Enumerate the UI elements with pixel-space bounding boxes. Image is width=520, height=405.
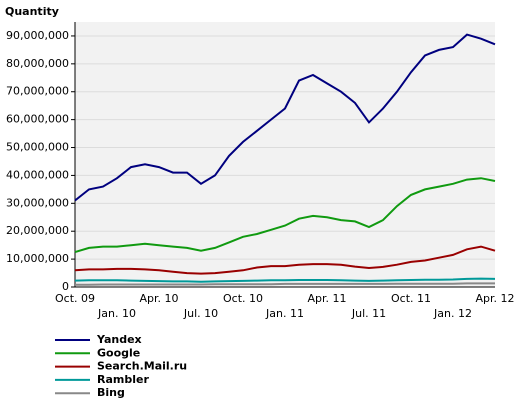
series-line xyxy=(74,33,496,202)
y-tick-label: 70,000,000 xyxy=(6,85,69,98)
x-tick-label: Oct. 09 xyxy=(55,292,95,305)
plot-area xyxy=(75,22,495,287)
series-line xyxy=(75,282,495,286)
y-tick-label: 80,000,000 xyxy=(6,57,69,70)
y-tick-label: 10,000,000 xyxy=(6,252,69,265)
x-tick-label: Oct. 11 xyxy=(391,292,431,305)
x-tick-label: Jan. 10 xyxy=(97,307,136,320)
x-tick-label: Jan. 11 xyxy=(265,307,304,320)
series-line xyxy=(74,245,496,275)
legend-label: Yandex xyxy=(96,333,142,346)
x-tick-label: Jul. 11 xyxy=(351,307,386,320)
x-tick-label: Jul. 10 xyxy=(183,307,218,320)
x-tick-label: Jan. 12 xyxy=(433,307,472,320)
chart-title: Quantity xyxy=(5,5,59,18)
legend-label: Search.Mail.ru xyxy=(97,360,187,373)
y-tick-label: 60,000,000 xyxy=(6,113,69,126)
legend-label: Rambler xyxy=(97,373,149,386)
x-tick-label: Apr. 10 xyxy=(139,292,178,305)
y-tick-label: 30,000,000 xyxy=(6,196,69,209)
x-tick-label: Apr. 11 xyxy=(307,292,346,305)
series-line xyxy=(74,177,496,254)
y-tick-label: 0 xyxy=(62,280,69,293)
legend-label: Google xyxy=(97,346,140,359)
y-tick-label: 50,000,000 xyxy=(6,141,69,154)
x-tick-label: Oct. 10 xyxy=(223,292,263,305)
y-tick-label: 20,000,000 xyxy=(6,224,69,237)
x-tick-label: Apr. 12 xyxy=(475,292,514,305)
y-tick-label: 90,000,000 xyxy=(6,29,69,42)
series-line xyxy=(74,277,496,283)
y-tick-label: 40,000,000 xyxy=(6,168,69,181)
legend-label: Bing xyxy=(97,386,125,399)
